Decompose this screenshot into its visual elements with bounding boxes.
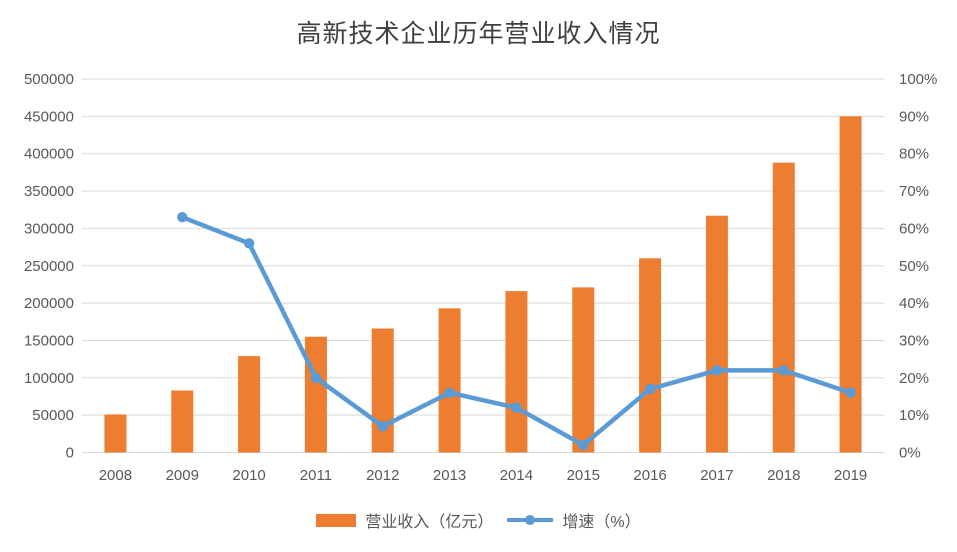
revenue-bar <box>839 116 862 453</box>
x-axis-label: 2019 <box>834 467 867 484</box>
revenue-bar <box>572 287 595 453</box>
revenue-bar <box>238 356 261 453</box>
right-axis-tick-label: 50% <box>899 258 929 275</box>
left-axis-tick-label: 200000 <box>24 295 74 312</box>
growth-marker <box>711 365 723 376</box>
growth-marker <box>778 365 789 376</box>
right-axis-tick-label: 40% <box>899 295 929 312</box>
right-axis-tick-label: 0% <box>899 445 921 462</box>
right-axis-tick-label: 100% <box>899 71 937 88</box>
left-axis-tick-label: 150000 <box>24 332 74 349</box>
left-axis-tick-label: 350000 <box>24 183 74 200</box>
x-axis-label: 2010 <box>232 467 265 484</box>
x-axis-label: 2008 <box>99 467 132 484</box>
x-axis-label: 2011 <box>300 467 332 484</box>
growth-marker <box>310 372 322 383</box>
x-axis-label: 2015 <box>567 467 600 484</box>
right-axis-tick-label: 20% <box>899 370 929 387</box>
x-axis-label: 2012 <box>366 467 399 484</box>
growth-marker <box>243 238 255 249</box>
left-axis-tick-label: 400000 <box>24 146 74 163</box>
right-axis-tick-label: 60% <box>899 220 929 237</box>
growth-marker <box>511 402 522 413</box>
x-axis-label: 2017 <box>700 467 733 484</box>
revenue-bar <box>171 390 194 453</box>
chart-title: 高新技术企业历年营业收入情况 <box>296 19 661 48</box>
x-axis-label: 2013 <box>433 467 466 484</box>
x-axis-label: 2016 <box>633 467 666 484</box>
right-axis-tick-label: 80% <box>899 146 929 163</box>
right-axis-tick-label: 10% <box>899 407 929 424</box>
growth-legend-swatch-icon <box>507 515 554 525</box>
left-axis-tick-label: 0 <box>66 445 74 462</box>
left-axis-tick-label: 100000 <box>24 370 74 387</box>
right-axis-tick-label: 90% <box>899 108 929 125</box>
x-axis-label: 2009 <box>166 467 199 484</box>
revenue-bar <box>438 308 461 453</box>
revenue-legend-label: 营业收入（亿元） <box>365 514 494 531</box>
growth-marker <box>177 211 188 223</box>
revenue-bar <box>705 215 728 453</box>
legend-item-revenue: 营业收入（亿元） <box>316 508 493 532</box>
growth-marker <box>578 439 589 451</box>
revenue-bar <box>371 328 394 453</box>
right-axis-tick-label: 70% <box>899 183 929 200</box>
chart-legend: 营业收入（亿元） 增速（%） <box>0 508 957 532</box>
revenue-bar <box>639 258 662 453</box>
left-axis-tick-label: 50000 <box>32 407 74 424</box>
growth-legend-dot-icon <box>525 515 536 525</box>
growth-marker <box>377 421 388 432</box>
left-axis-tick-label: 500000 <box>24 71 74 88</box>
revenue-bar <box>505 291 528 453</box>
revenue-bar <box>772 162 795 453</box>
legend-item-growth: 增速（%） <box>507 508 641 532</box>
x-axis-label: 2018 <box>767 467 800 484</box>
revenue-legend-swatch-icon <box>316 513 357 527</box>
left-axis-tick-label: 300000 <box>24 220 74 237</box>
growth-legend-label: 增速（%） <box>562 514 641 531</box>
plot-area: 0 0% 50000 10% 100000 20% 150000 30% 200000 40% 25… <box>24 71 937 484</box>
right-axis-tick-label: 30% <box>899 332 929 349</box>
left-axis-tick-label: 250000 <box>24 258 74 275</box>
left-axis-tick-label: 450000 <box>24 108 74 125</box>
revenue-bar <box>104 414 127 453</box>
growth-marker <box>644 383 656 395</box>
growth-marker <box>845 387 856 398</box>
growth-marker <box>444 387 455 398</box>
revenue-bar <box>304 336 327 453</box>
x-axis-label: 2014 <box>500 467 533 484</box>
